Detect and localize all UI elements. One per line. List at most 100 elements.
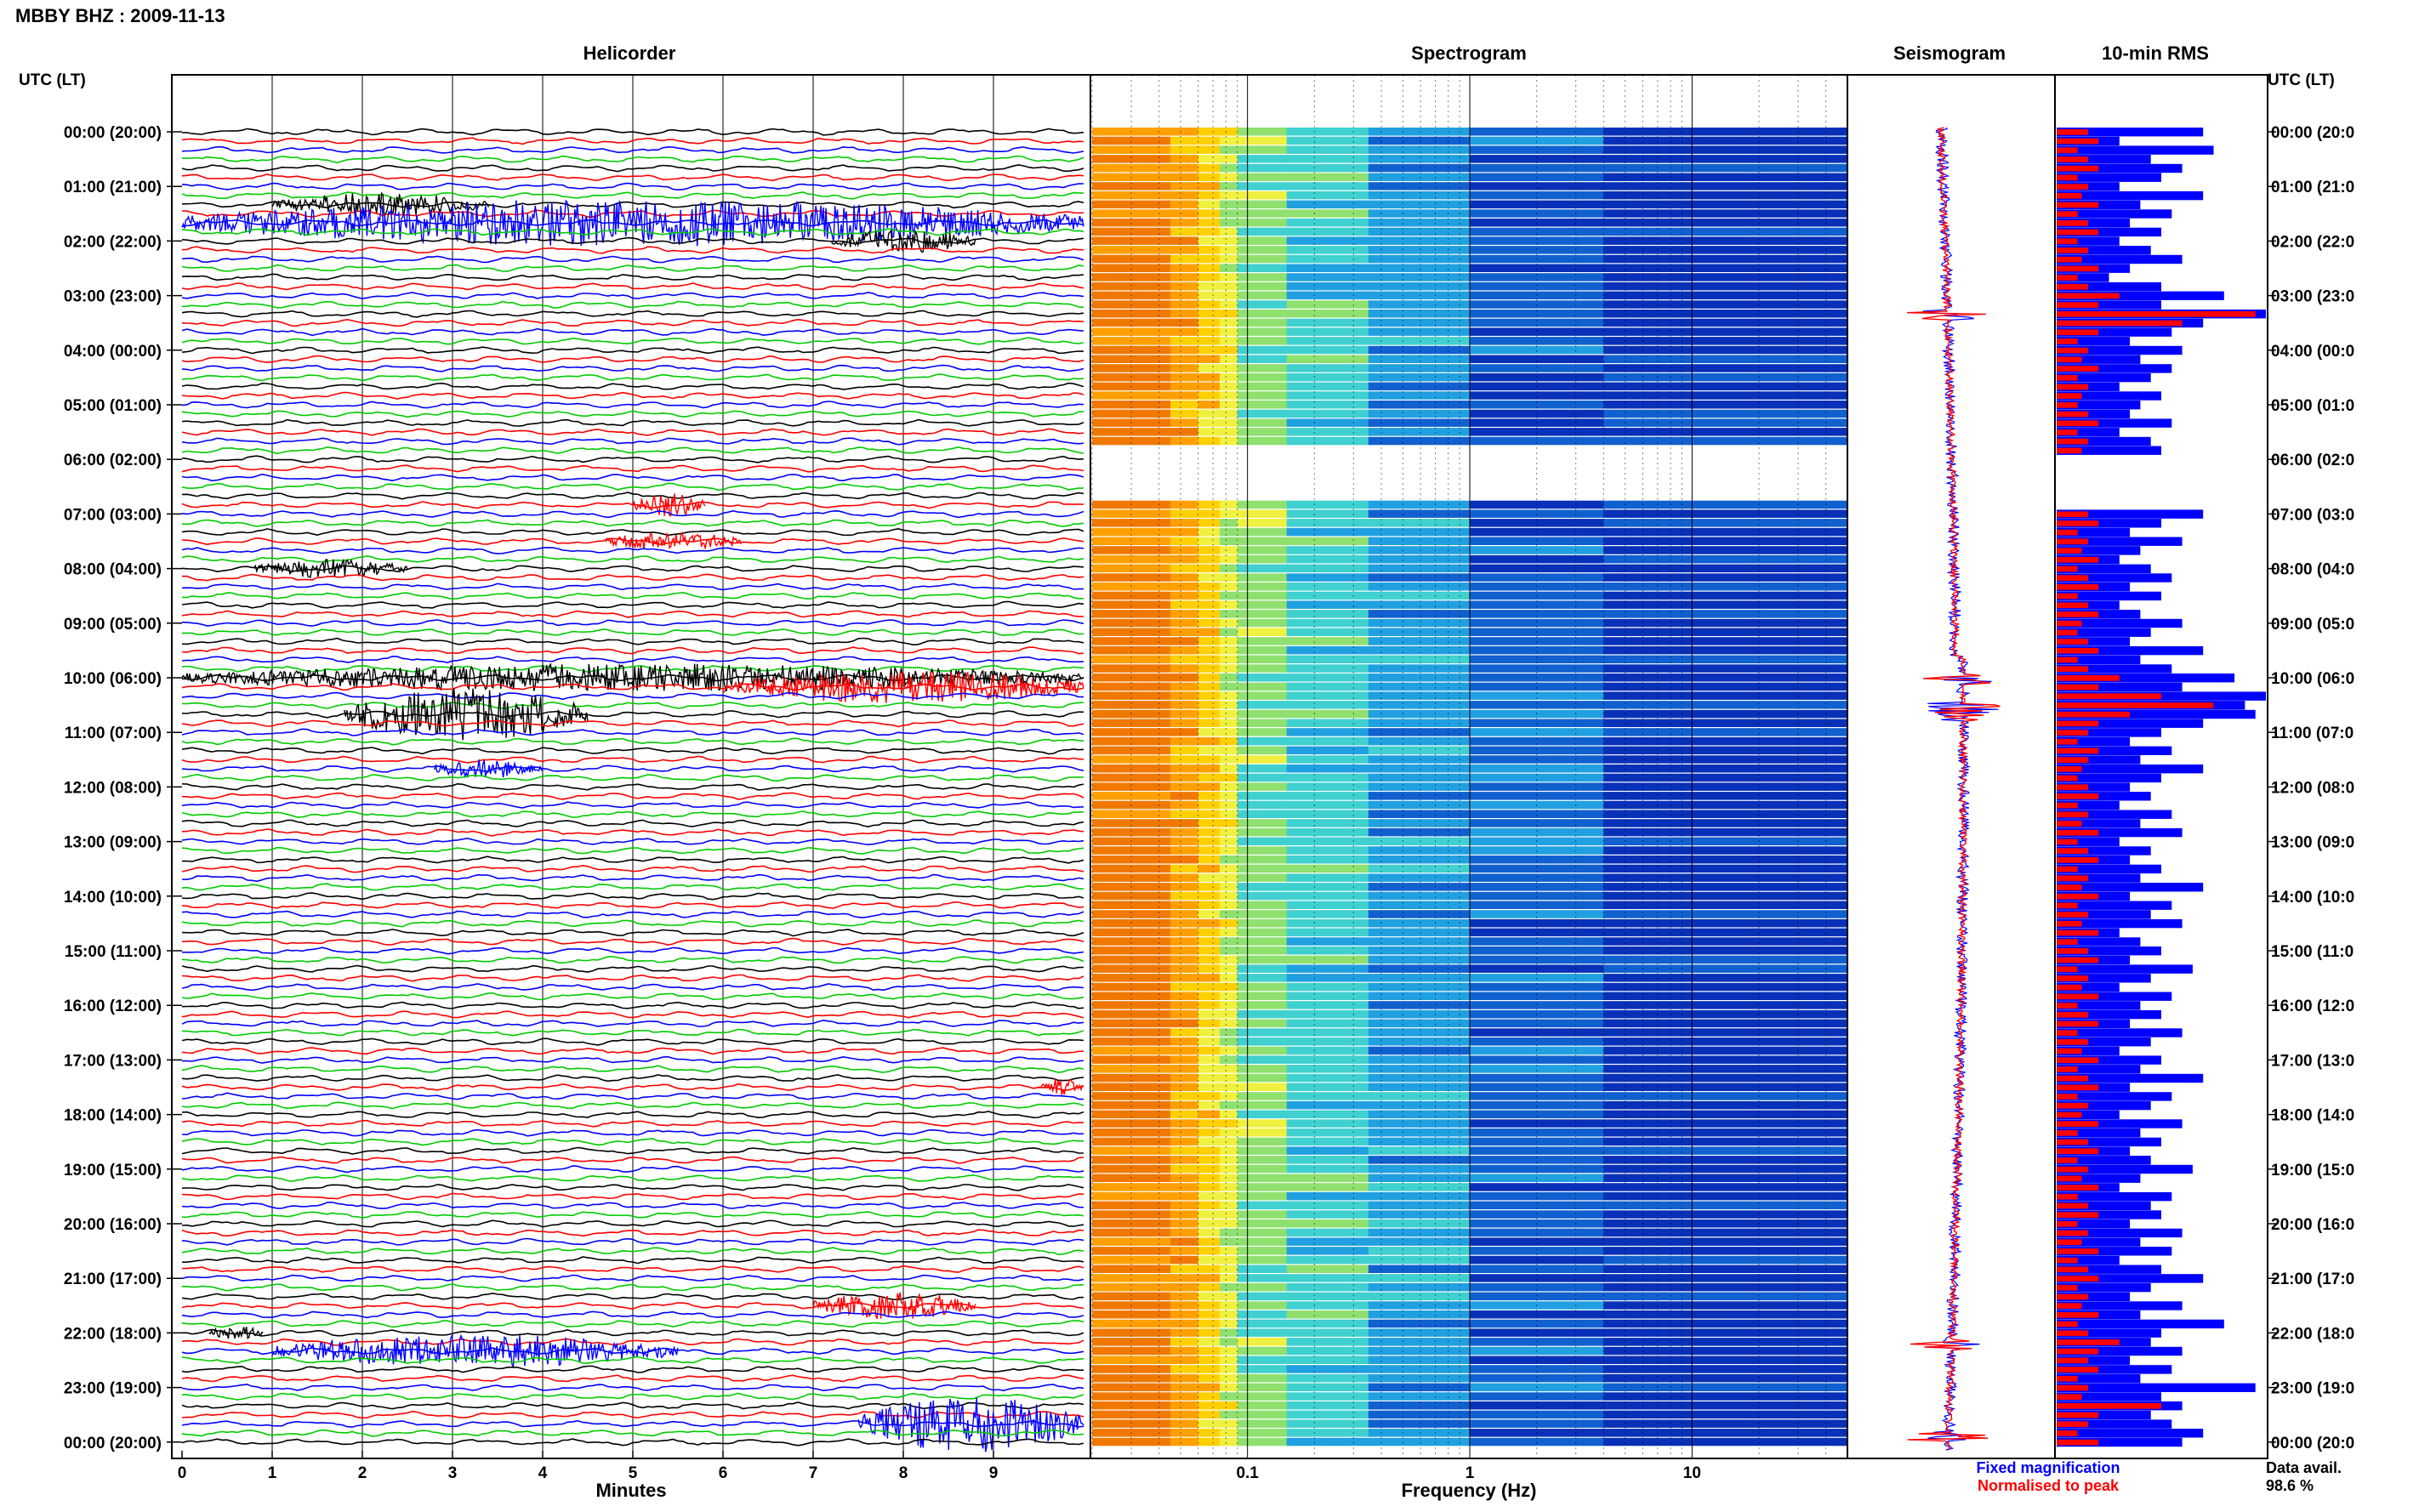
spectrogram-cell [1286, 1001, 1369, 1009]
spectrogram-cell [1368, 1419, 1471, 1428]
rms-bar-normalised [2057, 975, 2088, 981]
spectrogram-cell [1220, 281, 1238, 291]
spectrogram-cell [1198, 546, 1221, 554]
spectrogram-cell [1286, 937, 1369, 946]
spectrogram-cell [1198, 1255, 1221, 1265]
spectrogram-cell [1237, 974, 1288, 982]
spectrogram-cell [1368, 537, 1471, 545]
spectrogram-cell [1237, 782, 1288, 791]
rms-bar-normalised [2057, 1039, 2088, 1045]
spectrogram-cell [1170, 1028, 1199, 1037]
spectrogram-cell [1220, 1183, 1238, 1191]
spectrogram-cell [1198, 537, 1221, 545]
spectrogram-cell [1603, 591, 1848, 600]
spectrogram-cell [1286, 537, 1369, 545]
spectrogram-cell [1237, 409, 1288, 418]
rms-bar-fixed [2057, 155, 2151, 164]
helicorder-trace [181, 683, 1084, 691]
helicorder-trace [181, 437, 1084, 446]
rms-bar-normalised [2057, 384, 2088, 390]
spectrogram-cell [1170, 1092, 1199, 1100]
spectrogram-cell [1220, 391, 1238, 400]
rms-bar-normalised [2057, 829, 2099, 836]
spectrogram-cell [1170, 300, 1199, 309]
spectrogram-cell [1170, 1401, 1199, 1410]
spectrogram-cell [1603, 527, 1848, 537]
spectrogram-cell [1170, 1009, 1199, 1019]
rms-bar-fixed [2057, 746, 2172, 755]
rms-bar-normalised [2057, 1421, 2088, 1428]
rms-bar-normalised [2057, 138, 2099, 145]
spectrogram-cell [1170, 281, 1199, 291]
helicorder-trace [181, 355, 1084, 364]
helicorder-event [271, 191, 490, 217]
spectrogram-cell [1237, 1083, 1288, 1091]
spectrogram-cell [1092, 1228, 1171, 1237]
spectrogram-cell [1092, 946, 1171, 955]
spectrogram-cell [1470, 773, 1604, 782]
spectrogram-cell [1092, 637, 1171, 645]
spectrogram-cell [1198, 219, 1221, 227]
spectrogram-cell [1220, 974, 1238, 982]
time-tick-label-right: 07:00 (03:0 [2271, 506, 2354, 524]
spectrogram-cell [1368, 1046, 1471, 1055]
helicorder-trace [181, 619, 1084, 627]
rms-bar-normalised [2057, 366, 2099, 372]
rms-bar-normalised [2057, 693, 2161, 700]
time-tick-label: 08:00 (04:00) [64, 561, 162, 579]
spectrogram-cell [1470, 618, 1604, 628]
helicorder-trace [181, 182, 1084, 191]
spectrogram-cell [1198, 1346, 1221, 1356]
rms-bar-fixed [2057, 1191, 2172, 1202]
spectrogram-cell [1368, 928, 1471, 937]
spectrogram-row [1092, 946, 1848, 955]
spectrogram-cell [1170, 618, 1199, 628]
spectrogram-cell [1198, 1265, 1221, 1273]
helicorder-trace [181, 446, 1084, 455]
spectrogram-cell [1237, 1065, 1288, 1073]
spectrogram-cell [1237, 992, 1288, 1000]
spectrogram-cell [1603, 1028, 1848, 1037]
spectrogram-cell [1220, 583, 1238, 591]
spectrogram-row [1092, 1356, 1848, 1364]
spectrogram-row [1092, 1328, 1848, 1337]
spectrogram-cell [1368, 901, 1471, 909]
spectrogram-cell [1220, 891, 1238, 901]
spectrogram-cell [1368, 1410, 1471, 1419]
spectrogram-row [1092, 1065, 1848, 1073]
rms-bar-normalised [2057, 311, 2256, 317]
rms-bar-fixed [2057, 345, 2183, 355]
spectrogram-cell [1470, 891, 1604, 901]
spectrogram-cell [1170, 773, 1199, 782]
spectrogram-cell [1220, 1356, 1238, 1364]
helicorder-trace [181, 410, 1084, 418]
spectrogram-row [1092, 901, 1848, 909]
spectrogram-cell [1470, 691, 1604, 700]
spectrogram-cell [1470, 864, 1604, 873]
spectrogram-cell [1220, 264, 1238, 272]
spectrogram-cell [1237, 1274, 1288, 1282]
time-tick-label-right: 15:00 (11:0 [2271, 943, 2354, 961]
spectrogram-cell [1220, 1437, 1238, 1447]
spectrogram-cell [1170, 645, 1199, 655]
spectrogram-cell [1603, 254, 1848, 264]
spectrogram-cell [1470, 281, 1604, 291]
helicorder-trace [181, 1310, 1084, 1319]
spectrogram-cell [1603, 227, 1848, 236]
spectrogram-cell [1603, 1237, 1848, 1246]
spectrogram-cell [1603, 145, 1848, 154]
spectrogram-cell [1220, 554, 1238, 564]
time-tick-label: 10:00 (06:00) [64, 670, 162, 688]
spectrogram-cell [1368, 428, 1471, 436]
spectrogram-cell [1286, 1401, 1369, 1410]
helicorder-trace [181, 828, 1084, 837]
spectrogram-cell [1237, 281, 1288, 291]
spectrogram-cell [1368, 837, 1471, 846]
spectrogram-cell [1237, 1201, 1288, 1210]
spectrogram-cell [1198, 155, 1221, 163]
rms-bar-normalised [2057, 920, 2082, 927]
spectrogram-cell [1237, 227, 1288, 236]
spectrogram-panel: 0.1 1 10 [1091, 75, 1848, 1482]
spectrogram-cell [1603, 1065, 1848, 1073]
spectrogram-cell [1237, 691, 1288, 700]
